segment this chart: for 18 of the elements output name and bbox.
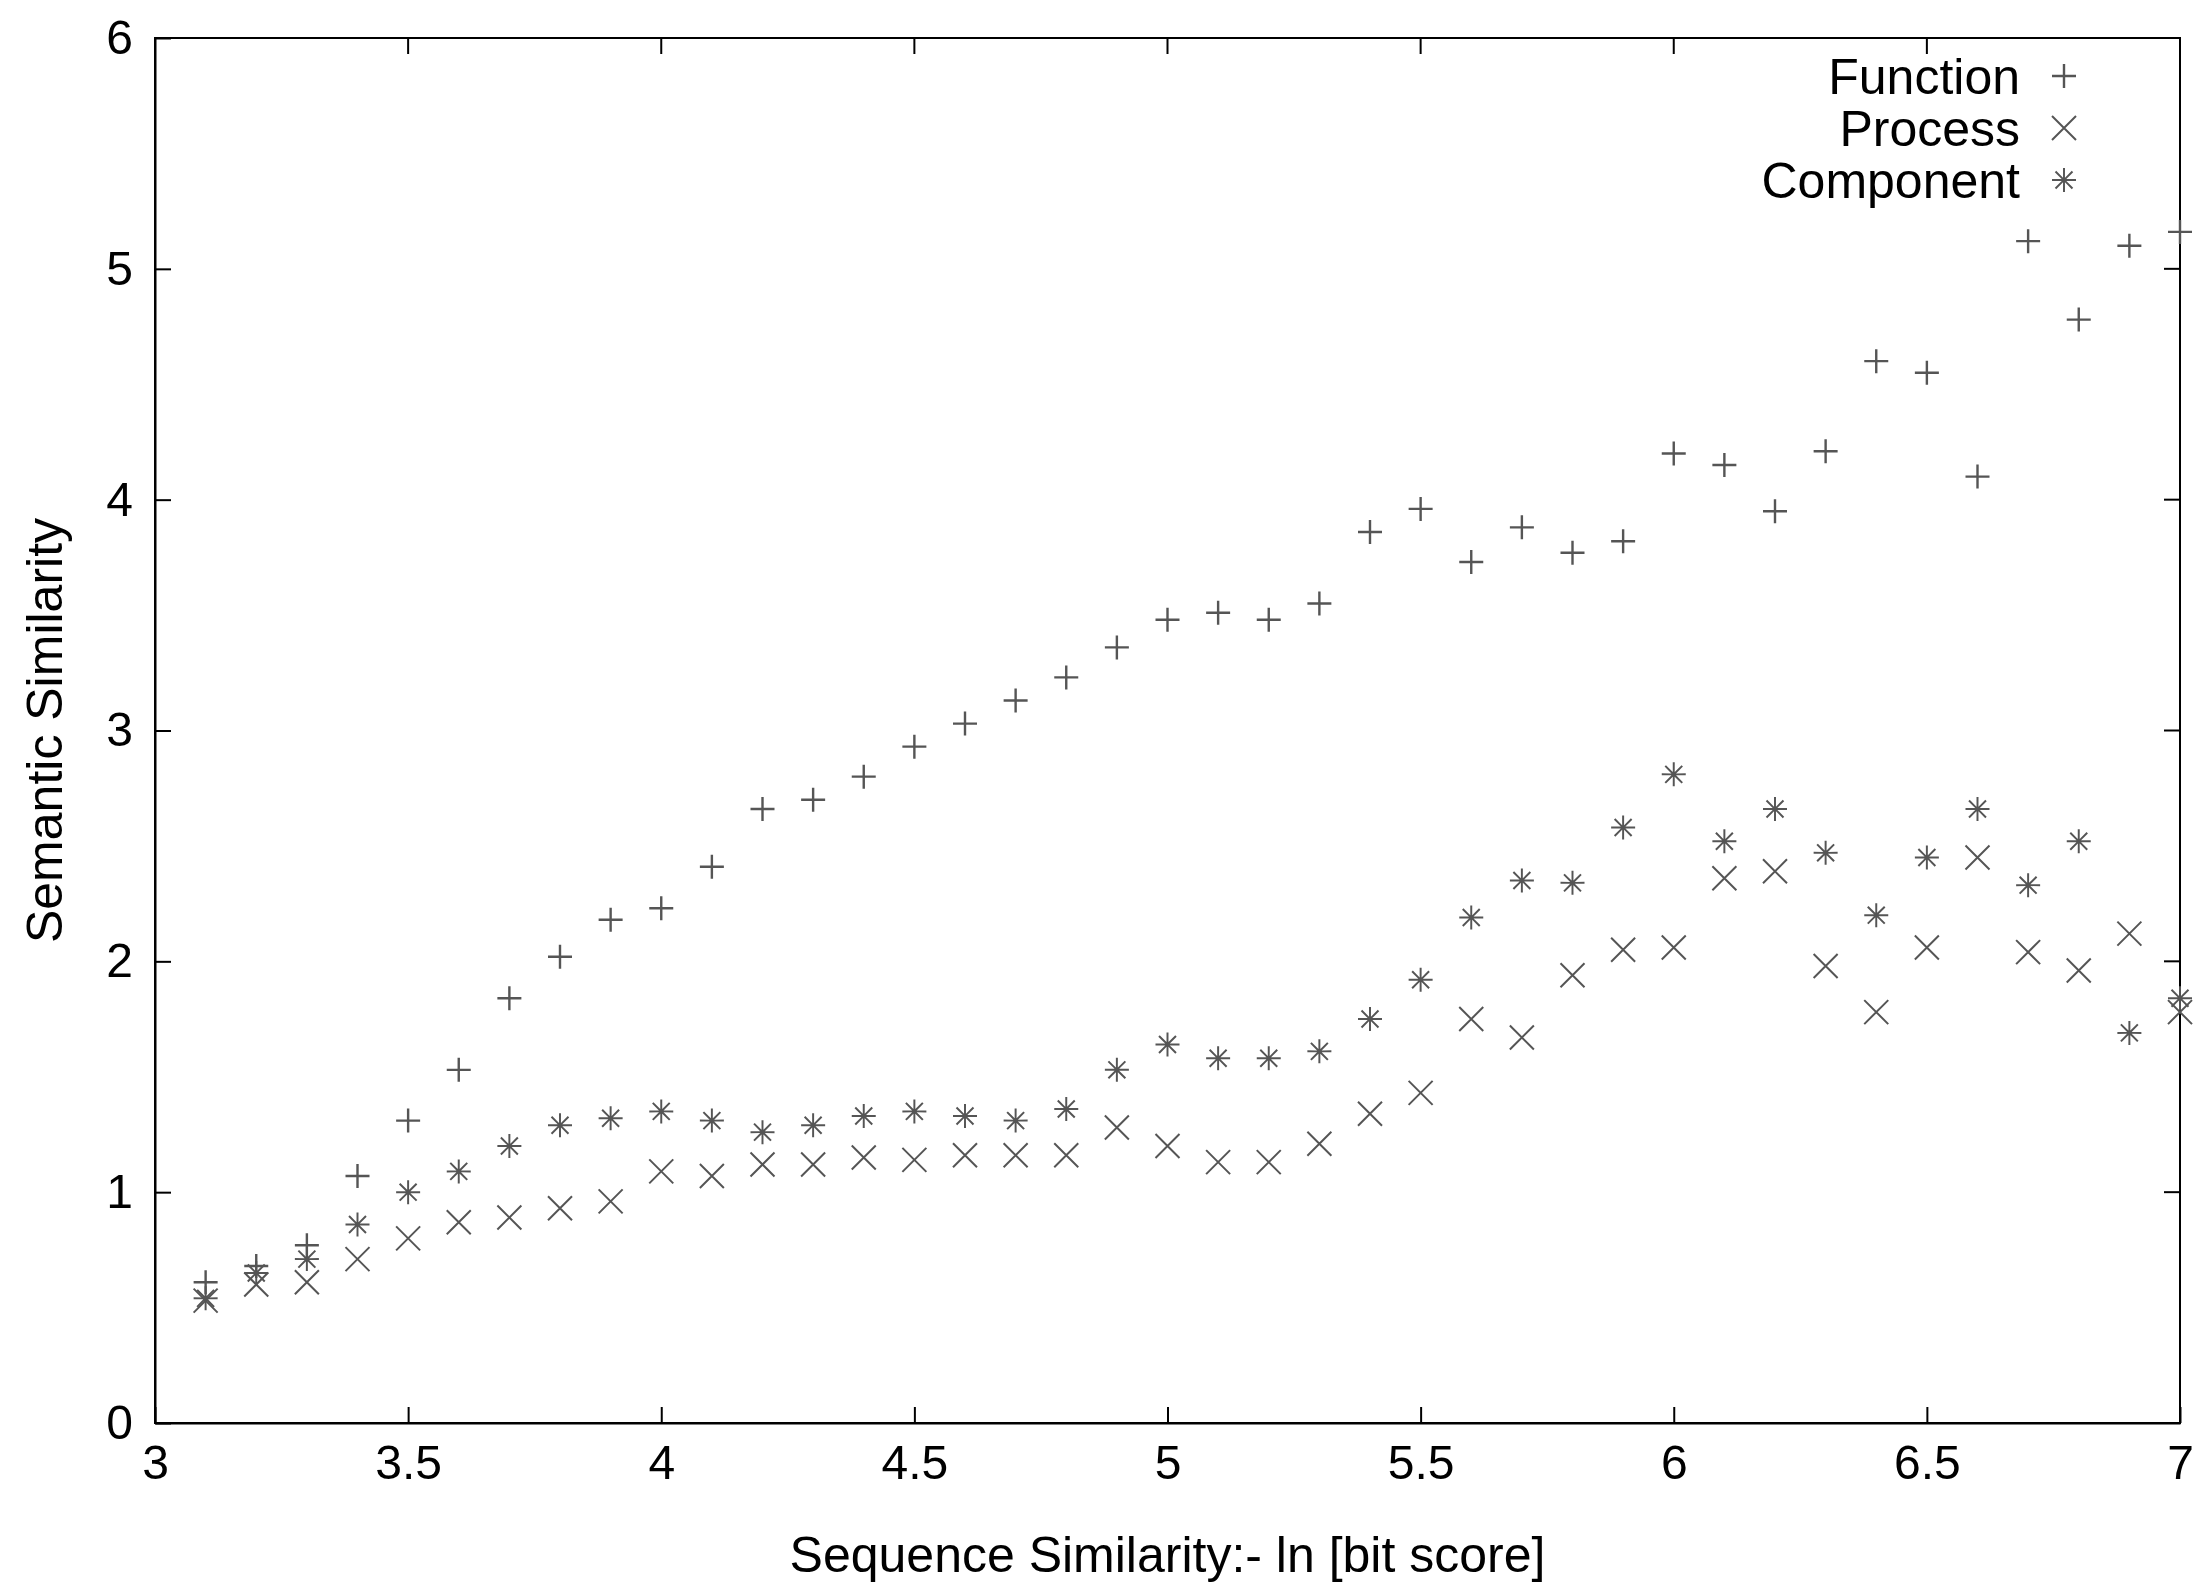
x-axis-title: Sequence Similarity:- ln [bit score]: [789, 1527, 1546, 1583]
y-axis-title: Semantic Similarity: [17, 517, 73, 944]
x-tick-label: 5.5: [1387, 1436, 1455, 1490]
x-tick-label: 7: [2167, 1436, 2194, 1490]
x-tick-label: 3: [142, 1436, 169, 1490]
y-tick-label: 6: [106, 10, 133, 64]
x-tick-label: 4: [648, 1436, 676, 1490]
x-tick-label: 6: [1660, 1436, 1688, 1490]
y-tick-label: 5: [106, 241, 133, 295]
y-tick-label: 1: [106, 1165, 133, 1219]
y-tick-label: 2: [106, 934, 133, 988]
x-tick-label: 3.5: [375, 1436, 442, 1490]
x-tick-label: 4.5: [881, 1436, 949, 1490]
y-tick-label: 4: [106, 472, 133, 526]
x-tick-label: 5: [1154, 1436, 1182, 1490]
x-tick-label: 6.5: [1894, 1436, 1961, 1490]
y-tick-label: 3: [106, 703, 133, 757]
y-tick-label: 0: [106, 1395, 133, 1449]
